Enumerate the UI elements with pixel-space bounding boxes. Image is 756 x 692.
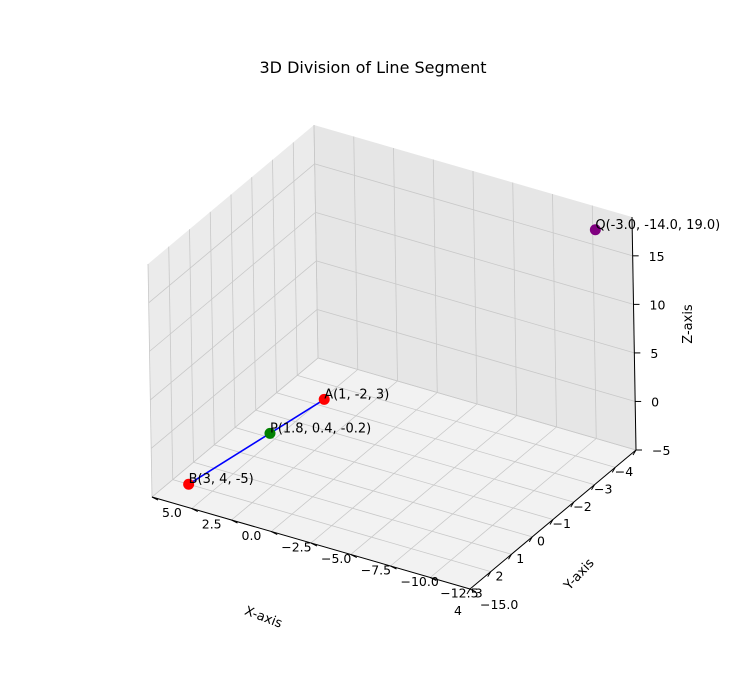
grid-line-y-floor — [310, 403, 478, 544]
z-tick-label: 0 — [651, 394, 659, 409]
x-tick-label: 1 — [516, 551, 524, 566]
x-tick-mark — [611, 467, 616, 473]
point-p — [264, 427, 276, 439]
y-tick-mark — [469, 588, 477, 593]
grid-line-z-back — [151, 357, 319, 498]
point-label-a: A(1, -2, 3) — [324, 387, 389, 402]
point-label-q: Q(-3.0, -14.0, 19.0) — [595, 218, 720, 233]
point-q — [589, 224, 601, 236]
y-tick-label: −2.5 — [281, 540, 311, 555]
grid-line-z-back — [150, 260, 317, 401]
x-tick-mark — [466, 588, 471, 595]
grid-line-z-side — [315, 211, 634, 305]
x-tick-mark — [591, 484, 595, 491]
y-tick-mark — [231, 519, 238, 524]
point-label-p: P(1.8, 0.4, -0.2) — [270, 421, 371, 436]
grid-line-y-floor — [429, 438, 597, 578]
z-axis-label: Z-axis — [681, 304, 696, 344]
y-axis-label: Y-axis — [561, 556, 598, 594]
grid-line-y-floor — [270, 392, 438, 532]
x-axis-label: X-axis — [242, 604, 284, 632]
y-tick-label: −7.5 — [361, 563, 391, 578]
y-tick-mark — [271, 531, 278, 535]
y-tick-label: −15.0 — [480, 597, 518, 612]
x-tick-label: 4 — [454, 603, 462, 618]
grid-line-z-back — [150, 309, 318, 449]
x-tick-label: −1 — [553, 516, 571, 531]
y-tick-label: −10.0 — [401, 574, 439, 589]
point-a — [318, 393, 330, 405]
point-b — [183, 478, 195, 490]
y-tick-mark — [310, 542, 318, 547]
x-tick-mark — [570, 501, 575, 508]
grid-line-z-side — [317, 309, 636, 402]
x-tick-mark — [549, 519, 554, 525]
grid-line-y-floor — [390, 426, 557, 567]
y-tick-mark — [430, 577, 437, 581]
x-tick-label: 3 — [475, 586, 483, 601]
z-tick-label: 5 — [650, 346, 658, 361]
y-tick-label: −12.5 — [440, 586, 478, 601]
z-tick-label: 15 — [649, 249, 665, 264]
grid-line-z-side — [316, 260, 635, 354]
y-tick-label: 5.0 — [162, 505, 182, 520]
x-tick-label: −2 — [573, 499, 591, 514]
grid-line-y-floor — [191, 369, 359, 509]
x-tick-mark — [528, 536, 533, 543]
grid-line-z-back — [149, 212, 316, 352]
plot-marks: A(1, -2, 3) B(3, 4, -5) P(1.8, 0.4, -0.2) Q… — [183, 218, 720, 490]
y-tick-label: 0.0 — [242, 528, 262, 543]
grid-line-z-back — [148, 163, 315, 304]
y-tick-mark — [191, 508, 198, 512]
chart-title: 3D Division of Line Segment — [260, 58, 487, 77]
segment-line-ab — [188, 398, 325, 485]
x-tick-mark — [487, 571, 492, 577]
y-tick-label: 2.5 — [202, 517, 222, 532]
grid-line-z-side — [314, 163, 633, 257]
x-tick-label: 0 — [537, 534, 545, 549]
grid-line-y-floor — [350, 415, 518, 555]
x-tick-label: −3 — [594, 481, 612, 496]
z-tick-label: −5 — [652, 443, 670, 458]
grid-line-z-side — [317, 357, 637, 451]
x-tick-label: −4 — [615, 464, 633, 479]
grid-line-y-floor — [231, 380, 398, 521]
y-tick-mark — [151, 496, 159, 501]
point-label-b: B(3, 4, -5) — [189, 472, 254, 487]
y-tick-mark — [350, 554, 357, 558]
x-tick-label: 2 — [496, 568, 504, 583]
x-tick-mark — [632, 449, 637, 456]
y-tick-mark — [390, 565, 397, 570]
y-tick-label: −5.0 — [321, 551, 351, 566]
x-tick-mark — [508, 553, 512, 560]
z-tick-label: 10 — [650, 297, 666, 312]
